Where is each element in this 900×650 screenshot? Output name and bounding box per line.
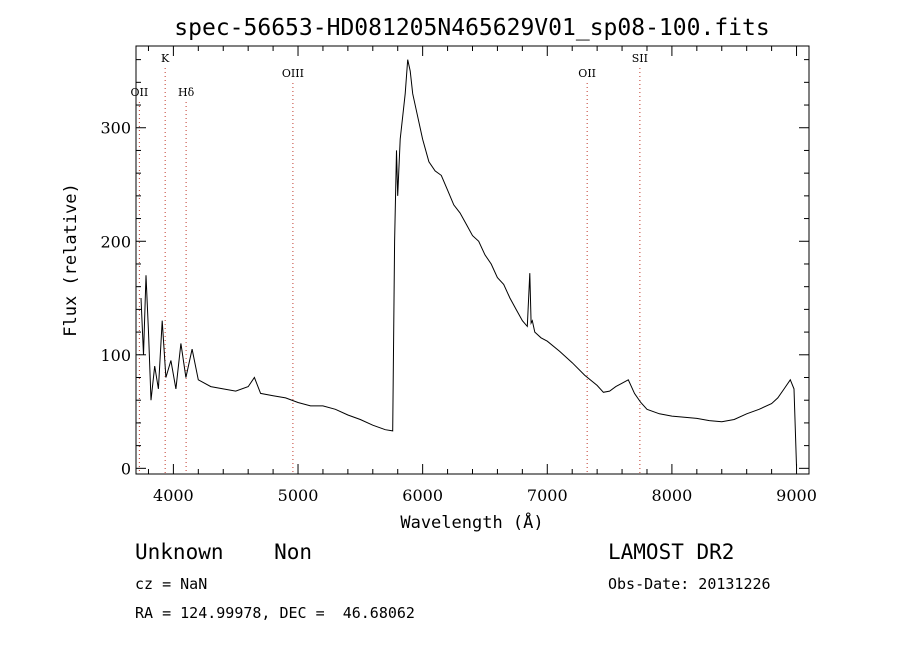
y-tick-label-1: 100: [100, 346, 131, 365]
x-tick-label-5: 9000: [776, 486, 817, 505]
line-markers: OII K Hδ OIII OII SII: [131, 52, 648, 474]
x-axis-label: Wavelength (Å): [400, 511, 543, 533]
x-tick-label-4: 8000: [652, 486, 693, 505]
y-tick-label-3: 300: [100, 119, 131, 138]
y-axis-label: Flux (relative): [61, 183, 81, 337]
ra-dec-coordinates: RA = 124.99978, DEC = 46.68062: [135, 604, 415, 622]
spectrum-series: [140, 59, 797, 467]
y-tick-label-0: 0: [121, 459, 131, 478]
axes: 4000 5000 6000 7000 8000 9000 0 100 200 300: [100, 46, 817, 505]
x-tick-label-2: 6000: [402, 486, 443, 505]
y-tick-label-2: 200: [100, 232, 131, 251]
line-marker-label-4: OII: [578, 67, 596, 80]
spectrum-line-0: [140, 59, 797, 467]
line-marker-label-3: OIII: [282, 67, 304, 80]
line-marker-label-5: SII: [632, 52, 648, 65]
x-tick-label-3: 7000: [527, 486, 568, 505]
x-tick-label-0: 4000: [153, 486, 194, 505]
chart-title: spec-56653-HD081205N465629V01_sp08-100.f…: [174, 15, 769, 41]
line-marker-label-0: OII: [131, 86, 149, 99]
observation-date: Obs-Date: 20131226: [608, 575, 771, 593]
x-tick-label-1: 5000: [278, 486, 319, 505]
line-marker-label-2: Hδ: [178, 86, 195, 99]
redshift-cz: cz = NaN: [135, 575, 208, 593]
line-marker-label-1: K: [161, 52, 170, 65]
survey-name: LAMOST DR2: [608, 540, 735, 564]
plot-frame: [135, 45, 810, 475]
object-class: Unknown Non: [135, 540, 313, 564]
